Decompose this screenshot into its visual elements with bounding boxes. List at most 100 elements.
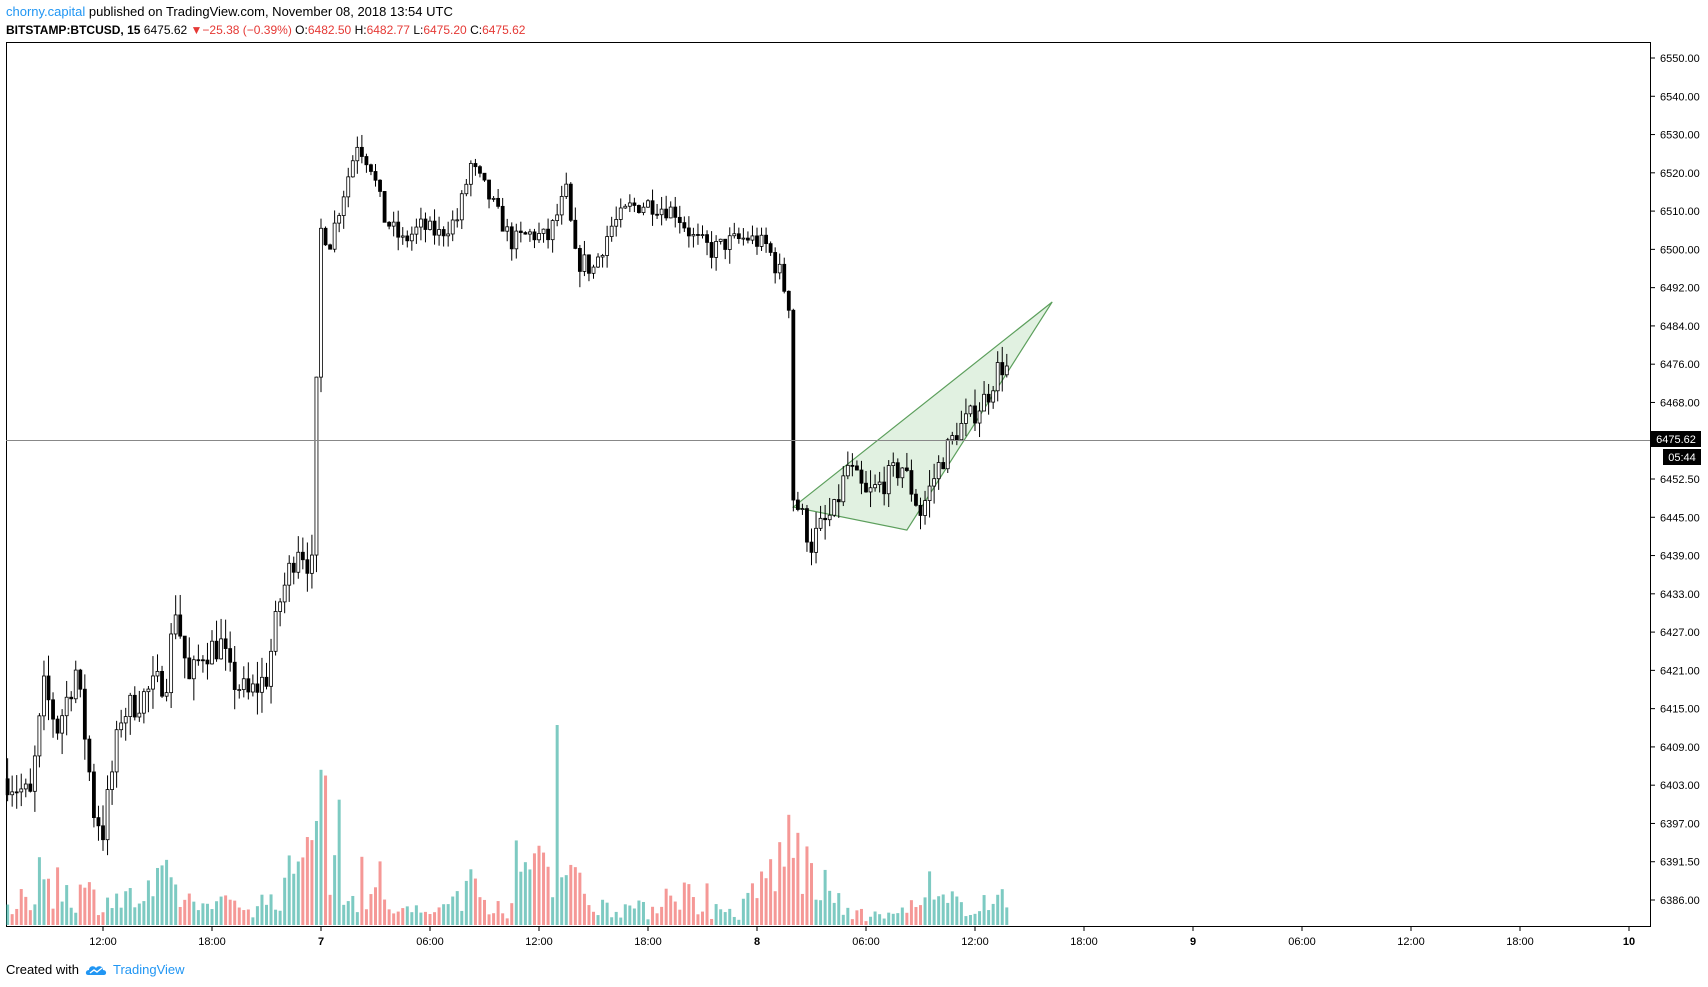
- tradingview-brand[interactable]: TradingView: [85, 962, 185, 978]
- candle-body: [396, 221, 401, 238]
- candle-body: [618, 207, 623, 220]
- candle-body: [60, 715, 65, 734]
- volume-bar: [528, 869, 532, 925]
- volume-bar: [428, 914, 432, 925]
- candle-body: [123, 716, 128, 724]
- candle-body: [995, 362, 1000, 392]
- volume-bar: [374, 887, 377, 925]
- volume-bar: [587, 905, 591, 925]
- candle-body: [37, 715, 42, 757]
- volume-bar: [478, 897, 482, 925]
- volume-bar: [864, 921, 868, 925]
- candle-body: [151, 675, 155, 690]
- candle-body: [210, 640, 214, 665]
- candle-body: [541, 228, 546, 234]
- volume-bar: [923, 897, 927, 925]
- volume-bar: [651, 906, 655, 925]
- candle-body: [705, 234, 709, 243]
- x-tick-label: 12:00: [961, 936, 989, 948]
- candle-body: [255, 683, 260, 693]
- volume-bar: [224, 895, 228, 925]
- candle-body: [219, 638, 223, 660]
- candle-body: [650, 200, 655, 215]
- candle-body: [932, 478, 937, 487]
- candle-body: [450, 219, 455, 235]
- candle-body: [296, 551, 301, 573]
- price-chart[interactable]: 6550.00 6540.00 6530.00 6520.00 6510.00 6500.…: [0, 0, 1708, 960]
- candle-body: [841, 475, 846, 503]
- candle-body: [577, 248, 582, 272]
- volume-bar: [47, 878, 50, 925]
- candle-body: [900, 467, 905, 479]
- candle-body: [664, 208, 669, 219]
- close-value: 6475.62: [482, 23, 526, 37]
- author-link[interactable]: chorny.capital: [6, 4, 86, 19]
- volume-bar: [460, 910, 464, 925]
- volume-bar: [1000, 889, 1004, 925]
- candle-body: [273, 611, 278, 652]
- rising-wedge-annotation[interactable]: [791, 301, 1053, 531]
- price-axis[interactable]: 6550.00 6540.00 6530.00 6520.00 6510.00 6500.…: [1650, 53, 1700, 907]
- x-tick-label: 06:00: [416, 936, 444, 948]
- volume-bar: [796, 832, 800, 925]
- wedge-layer: [791, 301, 1053, 531]
- candle-body: [487, 179, 491, 200]
- candle-body: [923, 500, 927, 516]
- x-tick-label: 18:00: [198, 936, 226, 948]
- candle-body: [160, 670, 164, 697]
- volume-bar: [174, 884, 178, 925]
- y-tick-label: 6492.00: [1660, 283, 1700, 295]
- volume-bar: [946, 902, 950, 925]
- time-axis[interactable]: 12:00 18:00 7 06:00 12:00 18:00 8 06:00 12:00 18:…: [89, 926, 1635, 948]
- candle-body: [10, 791, 15, 796]
- volume-bar: [519, 871, 523, 925]
- volume-bar: [605, 902, 609, 925]
- candle-body: [868, 487, 873, 493]
- candle-body: [269, 650, 273, 687]
- volume-bar: [92, 889, 96, 925]
- volume-bar: [78, 884, 82, 925]
- volume-bar: [133, 907, 137, 925]
- volume-bar: [201, 903, 205, 925]
- candle-body: [800, 508, 805, 510]
- candle-body: [555, 214, 560, 221]
- candle-body: [741, 237, 746, 240]
- volume-bar: [28, 910, 32, 925]
- candle-body: [28, 783, 33, 792]
- candle-body: [42, 675, 46, 717]
- volume-bar: [446, 904, 450, 925]
- symbol-label[interactable]: BITSTAMP:BTCUSD, 15: [6, 23, 141, 37]
- candle-body: [146, 688, 151, 693]
- volume-bar: [996, 894, 1000, 925]
- volume-bar: [396, 911, 400, 925]
- candle-body: [827, 514, 832, 521]
- candle-body: [528, 231, 532, 235]
- candle-body: [568, 183, 573, 221]
- candle-body: [768, 243, 773, 253]
- y-tick-label: 6500.00: [1660, 244, 1700, 256]
- candle-body: [87, 738, 92, 773]
- volume-bar: [351, 895, 355, 925]
- volume-bar: [278, 910, 282, 925]
- created-with-text: Created with: [6, 962, 79, 977]
- candle-body: [496, 197, 501, 207]
- volume-bar: [819, 900, 823, 925]
- volume-bar: [69, 907, 73, 925]
- x-tick-label: 9: [1190, 936, 1196, 948]
- volume-bar: [941, 894, 945, 925]
- volume-bar: [828, 890, 832, 925]
- candle-body: [73, 669, 78, 700]
- candle-body: [977, 410, 982, 424]
- volume-bar: [292, 873, 296, 925]
- volume-bar: [165, 859, 169, 925]
- volume-bar: [691, 897, 695, 925]
- candle-body: [237, 689, 242, 691]
- volume-bar: [1005, 907, 1009, 925]
- candle-body: [355, 146, 360, 162]
- candle-body: [886, 465, 891, 495]
- candle-body: [341, 196, 346, 216]
- candle-body: [314, 376, 319, 556]
- candle-body: [169, 633, 174, 694]
- candle-body: [105, 789, 110, 841]
- candle-body: [773, 252, 778, 274]
